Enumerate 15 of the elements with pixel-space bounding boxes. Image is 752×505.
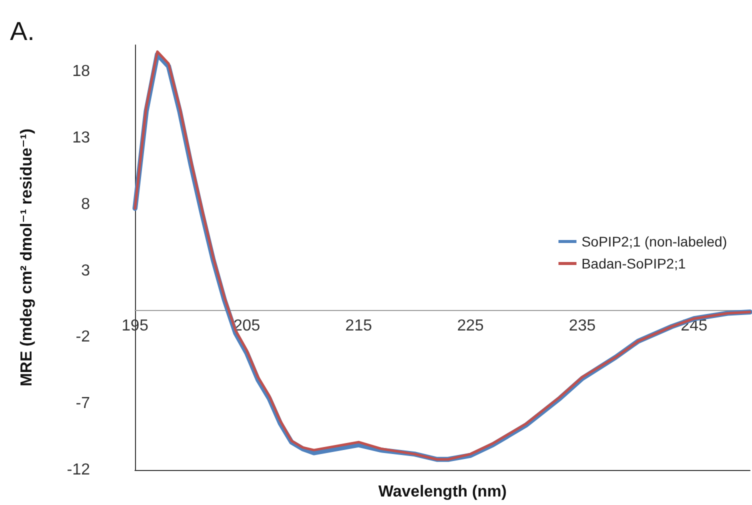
x-tick-label: 215 bbox=[345, 317, 372, 334]
y-axis-title: MRE (mdeg cm² dmol⁻¹ residue⁻¹) bbox=[18, 128, 36, 386]
x-tick-label: 235 bbox=[568, 317, 596, 334]
y-tick-label: 3 bbox=[81, 262, 90, 280]
y-tick-label: -7 bbox=[76, 395, 90, 412]
y-tick-label: 18 bbox=[72, 63, 90, 80]
x-axis-title: Wavelength (nm) bbox=[378, 484, 507, 500]
text: A. bbox=[10, 16, 35, 46]
legend-label: SoPIP2;1 (non-labeled) bbox=[581, 234, 728, 250]
y-tick-label: 8 bbox=[81, 196, 90, 213]
x-tick-label: 225 bbox=[457, 317, 484, 334]
y-tick-label: -12 bbox=[66, 462, 90, 478]
y-tick-label: 13 bbox=[72, 129, 90, 146]
y-tick-label: -2 bbox=[76, 328, 90, 346]
legend-label: Badan-SoPIP2;1 bbox=[581, 256, 686, 272]
